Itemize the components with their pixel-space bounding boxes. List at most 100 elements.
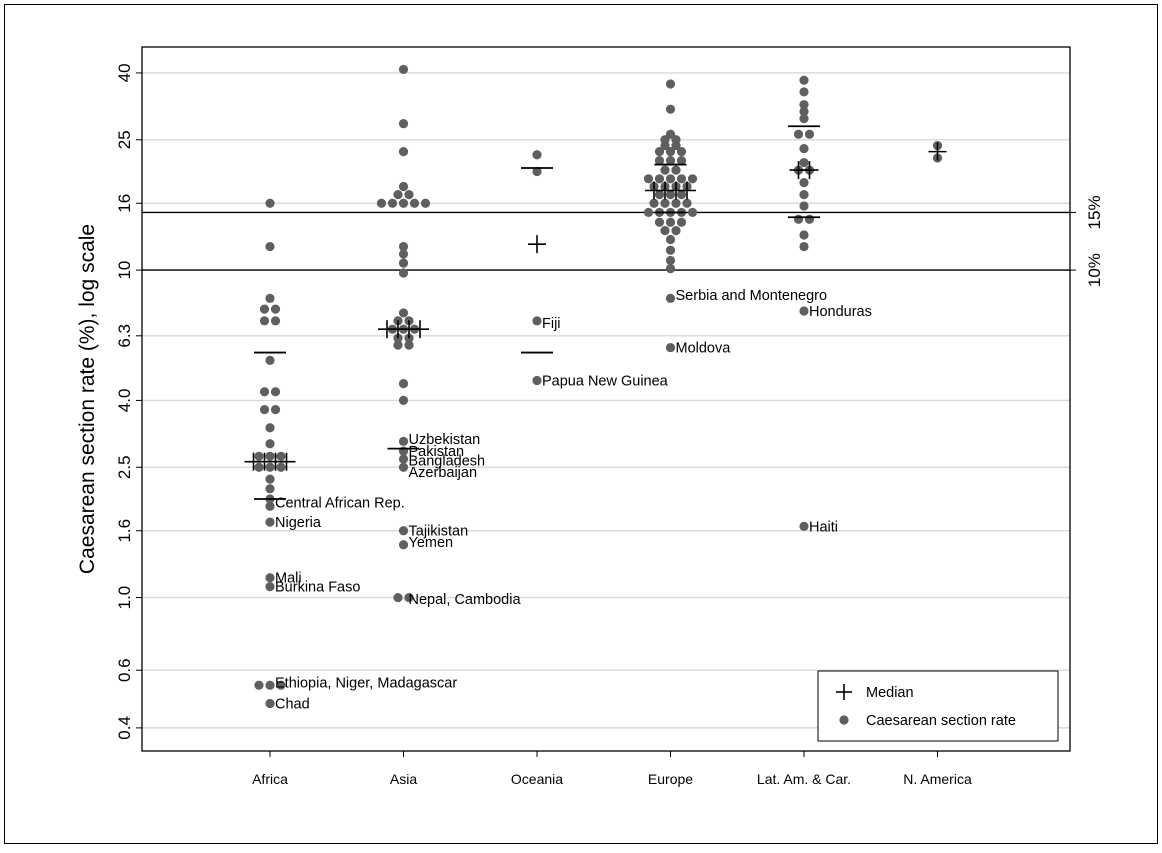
rate-dot: [676, 147, 687, 157]
country-annotation: Honduras: [809, 304, 872, 320]
legend-median-symbol: [836, 684, 852, 700]
rate-dot: [265, 439, 275, 449]
rate-dot: [265, 451, 275, 461]
rate-dot: [398, 395, 409, 406]
rate-dot: [799, 143, 809, 154]
legend-label: Caesarean section rate: [866, 713, 1016, 729]
country-annotation: Azerbaijan: [409, 465, 478, 481]
rate-dot: [665, 255, 676, 266]
rate-dot: [420, 198, 431, 208]
rate-dot: [687, 174, 698, 184]
rate-dot: [532, 166, 542, 177]
rate-dot: [799, 230, 809, 240]
legend: Median Caesarean section rate: [817, 670, 1059, 742]
rate-dot: [398, 147, 409, 157]
rate-dot: [665, 104, 676, 114]
rate-dot: [665, 190, 676, 200]
y-tick-label: 1.0: [115, 586, 134, 610]
median-marker: [678, 181, 696, 200]
legend-label: Median: [866, 685, 914, 701]
rate-dot: [254, 462, 264, 472]
rate-dot: [665, 293, 676, 303]
rate-dot: [259, 404, 270, 415]
x-tick-label: N. America: [903, 771, 972, 787]
rate-dot: [398, 462, 409, 472]
reference-line-label: 15%: [1085, 195, 1104, 229]
rate-dot: [532, 150, 542, 160]
y-tick-label: 40: [115, 63, 134, 82]
rate-dot: [398, 526, 409, 536]
rate-dot: [265, 484, 275, 494]
rate-dot: [276, 680, 286, 690]
rate-dot: [398, 454, 409, 464]
y-axis-label: Caesarean section rate (%), log scale: [76, 224, 99, 574]
rate-dot: [799, 306, 809, 316]
median-marker: [928, 142, 947, 161]
rate-dot: [793, 129, 804, 139]
x-tick-label: Oceania: [511, 771, 563, 787]
rate-dot: [665, 217, 676, 227]
rate-dot: [259, 304, 270, 314]
rate-dot: [660, 140, 670, 151]
rate-dot: [643, 207, 654, 218]
rate-dot: [270, 404, 281, 415]
rate-dot: [665, 174, 676, 184]
rate-dot: [799, 190, 809, 200]
rate-dot: [270, 304, 281, 314]
rate-dot: [265, 423, 275, 433]
country-annotation: Nigeria: [275, 515, 322, 531]
rate-dot: [398, 540, 409, 550]
rate-dot: [799, 521, 809, 531]
rate-dot: [804, 129, 815, 139]
country-annotation: Yemen: [409, 535, 454, 551]
y-tick-label: 2.5: [115, 455, 134, 479]
y-tick-label: 0.4: [115, 716, 134, 740]
median-marker: [528, 235, 546, 254]
rate-dot: [398, 436, 409, 446]
country-annotation: Burkina Faso: [275, 580, 360, 596]
rate-dot: [387, 198, 398, 208]
rate-dot: [676, 217, 687, 227]
y-tick-label: 1.6: [115, 519, 134, 543]
rate-dot: [398, 308, 409, 318]
rate-dot: [654, 190, 665, 200]
y-tick-label: 10: [115, 261, 134, 280]
rate-dot: [654, 217, 665, 227]
rate-dot: [270, 387, 281, 397]
rate-dot: [676, 174, 687, 184]
rate-dot: [532, 375, 542, 386]
rate-dot: [265, 501, 275, 511]
median-marker: [800, 161, 819, 180]
median-marker: [411, 320, 429, 339]
country-annotation: Haiti: [809, 519, 838, 535]
rate-dot: [398, 379, 409, 389]
country-annotation: Mali: [275, 571, 302, 587]
rate-dot: [398, 268, 409, 278]
rate-dot: [665, 79, 676, 89]
rate-dot: [259, 387, 270, 397]
country-annotation: Tajikistan: [409, 524, 469, 540]
country-annotation: Moldova: [676, 341, 732, 357]
rate-dot: [799, 114, 809, 124]
rate-dot: [671, 140, 681, 151]
rate-dot: [265, 293, 275, 303]
rate-dot: [654, 155, 665, 166]
rate-dot: [682, 198, 692, 208]
rate-dot: [270, 316, 281, 326]
y-tick-label: 16: [115, 194, 134, 213]
rate-dot: [799, 241, 809, 252]
rate-dot: [404, 340, 414, 350]
rate-dot: [654, 147, 665, 157]
rate-dot: [660, 226, 670, 236]
y-tick-label: 6.3: [115, 324, 134, 348]
rate-dot: [276, 451, 286, 461]
rate-dot: [409, 198, 420, 208]
rate-dot: [265, 474, 275, 484]
rate-dot: [404, 592, 414, 603]
rate-dot: [660, 165, 670, 175]
rate-dot: [398, 241, 409, 252]
x-tick-label: Lat. Am. & Car.: [757, 771, 851, 787]
rate-dot: [265, 680, 275, 690]
